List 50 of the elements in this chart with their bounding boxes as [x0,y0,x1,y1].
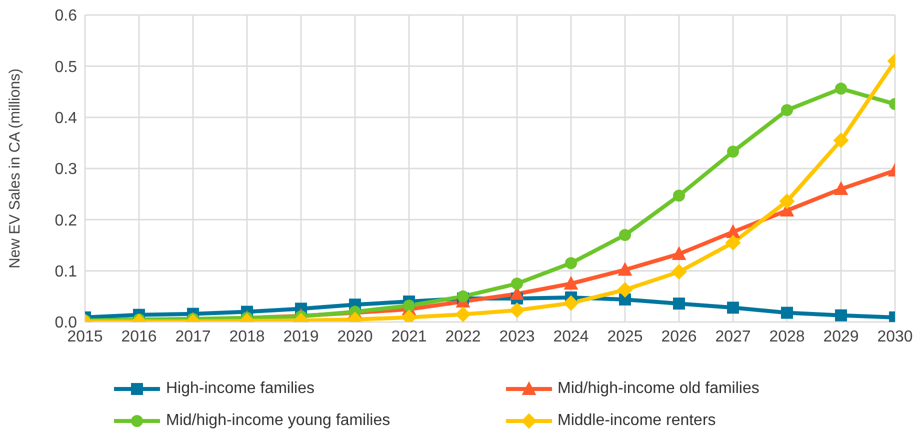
point [617,282,633,298]
x-tick-label: 2026 [661,328,697,346]
x-tick-label: 2029 [823,328,859,346]
x-tick-label: 2018 [229,328,265,346]
y-tick-label: 0.4 [54,110,78,128]
point [725,234,741,250]
point [509,302,525,318]
point [673,190,685,202]
y-tick-label: 0.5 [54,58,78,76]
point [565,257,577,270]
y-tick-label: 0.3 [54,161,78,178]
point [673,298,685,310]
legend-label: High-income families [166,380,314,398]
point [727,302,739,314]
x-tick-label: 2020 [337,328,373,346]
point [781,306,793,319]
x-tick-label: 2016 [121,328,157,346]
y-tick-label: 0.6 [54,8,78,25]
x-tick-label: 2028 [769,328,805,346]
y-tick-label: 0.1 [54,264,78,281]
x-tick-label: 2021 [391,328,427,346]
point [833,132,849,148]
x-tick-label: 2023 [499,328,535,346]
x-tick-label: 2025 [607,328,643,346]
point [564,276,578,290]
x-tick-label: 2019 [283,328,319,346]
x-tick-label: 2030 [877,328,913,346]
point [618,262,632,276]
x-tick-label: 2022 [445,328,481,346]
point [455,306,471,322]
x-tick-label: 2027 [715,328,751,346]
point [619,229,631,242]
x-tick-label: 2024 [553,328,589,346]
point [781,104,793,116]
point [671,264,687,280]
legend-label: Mid/high-income young families [166,412,390,430]
point [835,82,847,95]
point [672,246,686,260]
point [835,309,847,322]
point [563,295,579,311]
legend-label: Mid/high-income old families [558,380,760,398]
point [727,146,739,158]
y-axis-title: New EV Sales in CA (millions) [6,68,24,269]
point [511,278,523,290]
point [403,300,415,312]
legend-label: Middle-income renters [558,412,716,430]
point [834,181,848,195]
y-tick-label: 0.2 [54,212,78,230]
point [779,193,795,210]
x-tick-label: 2017 [175,328,211,346]
